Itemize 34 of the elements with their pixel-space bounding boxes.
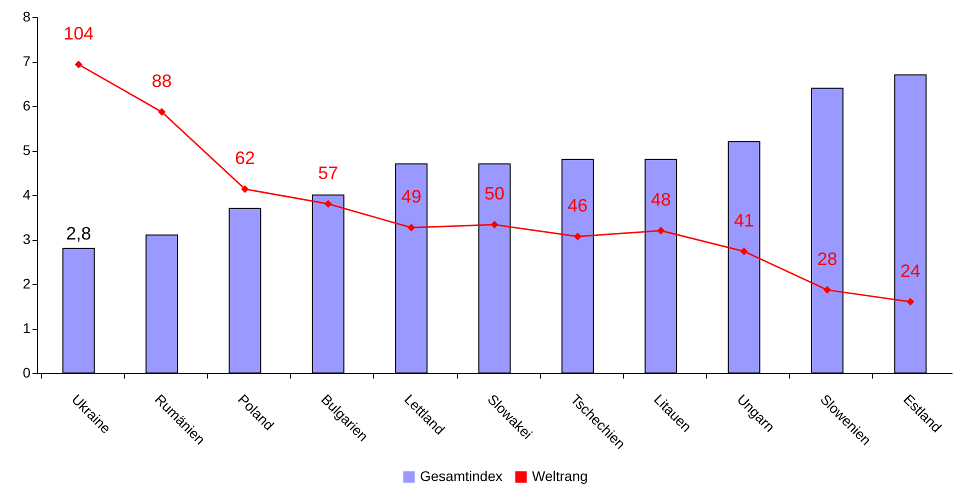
point — [74, 60, 82, 68]
legend-label: Gesamtindex — [420, 468, 502, 484]
y-tick-label: 6 — [22, 98, 31, 114]
data-label: 28 — [817, 248, 838, 269]
y-tick-label: 8 — [22, 8, 31, 24]
data-label: 49 — [401, 186, 422, 207]
y-tick-label: 5 — [22, 142, 31, 158]
point — [158, 108, 166, 116]
data-label: 104 — [64, 23, 94, 44]
point — [324, 200, 332, 208]
y-tick-label: 4 — [22, 186, 31, 202]
data-label: 2,8 — [66, 223, 92, 244]
point — [740, 247, 748, 256]
point — [823, 286, 832, 294]
data-label: 50 — [484, 184, 505, 204]
legend-label: Weltrang — [532, 468, 588, 484]
data-label: 62 — [234, 148, 255, 168]
data-label: 88 — [152, 70, 172, 91]
y-tick-label: 3 — [22, 231, 31, 247]
point — [656, 226, 665, 234]
point — [490, 220, 498, 229]
point — [574, 232, 582, 240]
data-label: 48 — [650, 190, 671, 210]
y-tick-label: 0 — [22, 364, 31, 380]
point — [906, 298, 914, 306]
data-label: 46 — [568, 196, 588, 216]
point — [407, 224, 416, 232]
y-tick-label: 1 — [22, 320, 31, 336]
data-label: 57 — [318, 162, 338, 183]
data-label: 41 — [734, 210, 754, 230]
y-tick-label: 2 — [22, 276, 31, 292]
y-tick-label: 7 — [22, 53, 31, 69]
point — [241, 185, 249, 193]
data-label: 24 — [900, 260, 920, 281]
